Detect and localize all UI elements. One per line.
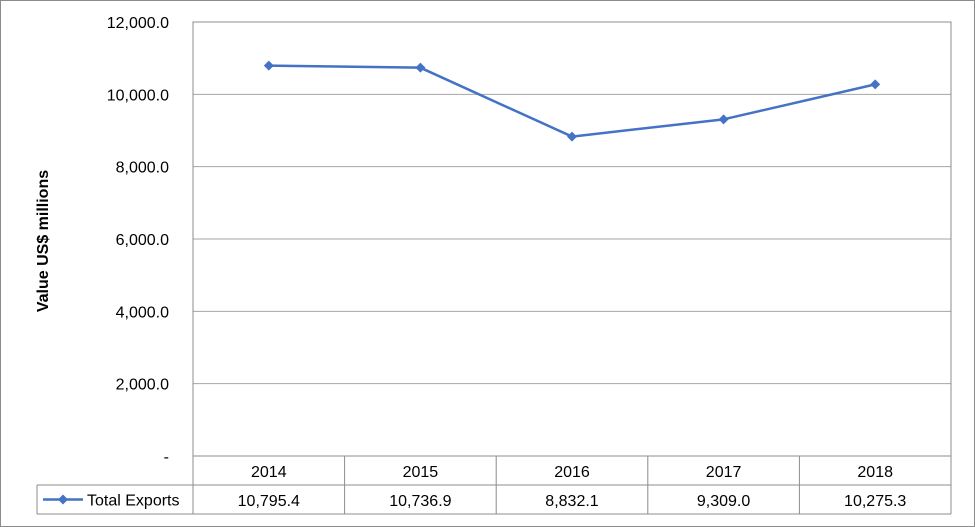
x-tick-label: 2016 (554, 464, 590, 481)
data-table-value: 8,832.1 (545, 493, 598, 510)
x-tick-label: 2015 (403, 464, 439, 481)
data-table-value: 10,275.3 (844, 493, 906, 510)
data-point (718, 114, 729, 125)
data-point (415, 62, 426, 73)
y-tick-label: 8,000.0 (116, 160, 169, 177)
legend-marker (58, 494, 68, 505)
data-point (263, 60, 274, 71)
y-tick-label: - (164, 449, 169, 466)
y-tick-label: 6,000.0 (116, 232, 169, 249)
y-tick-label: 2,000.0 (116, 377, 169, 394)
data-point (567, 131, 577, 142)
data-table-value: 9,309.0 (697, 493, 750, 510)
x-tick-label: 2018 (857, 464, 893, 481)
data-point (870, 79, 881, 90)
y-axis-title: Value US$ millions (35, 170, 52, 312)
plot-area (192, 21, 952, 457)
legend-label: Total Exports (87, 493, 179, 510)
data-table-value: 10,736.9 (389, 493, 451, 510)
x-tick-label: 2014 (251, 464, 287, 481)
x-tick-label: 2017 (706, 464, 742, 481)
y-tick-label: 12,000.0 (107, 15, 169, 32)
series-line (268, 64, 876, 138)
y-tick-label: 4,000.0 (116, 304, 169, 321)
y-tick-label: 10,000.0 (107, 87, 169, 104)
data-table-value: 10,795.4 (238, 493, 300, 510)
